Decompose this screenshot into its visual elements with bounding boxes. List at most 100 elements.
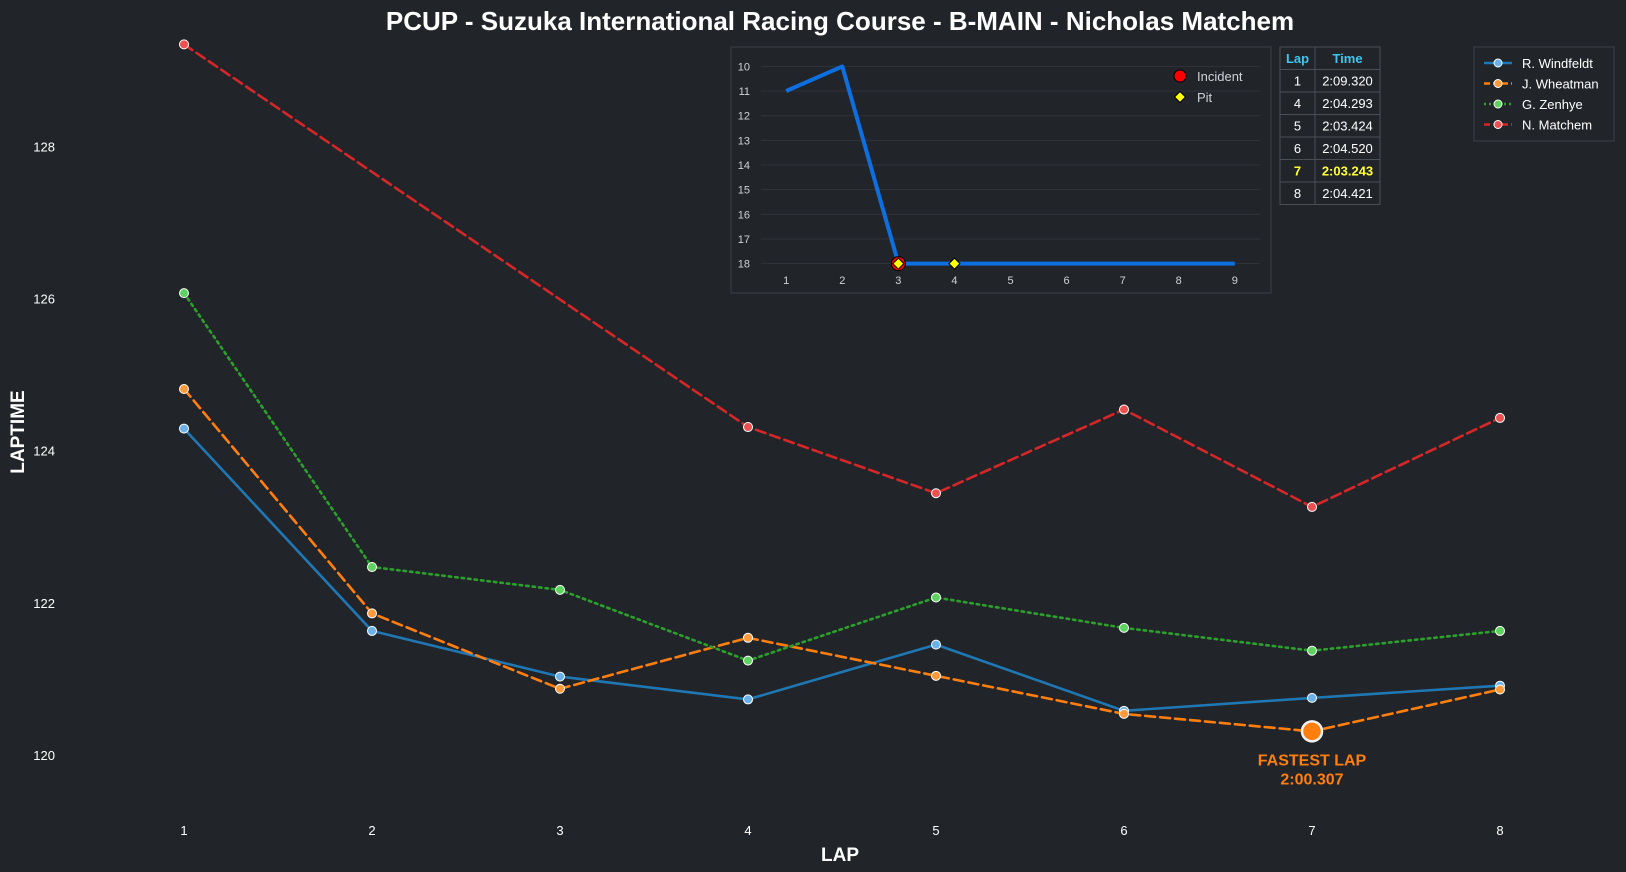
y-tick-label: 122 xyxy=(33,596,55,611)
legend-marker xyxy=(1493,79,1503,88)
series-line-3 xyxy=(182,291,1502,662)
x-tick-label: 7 xyxy=(1308,823,1315,838)
table-lap-cell: 8 xyxy=(1294,186,1301,201)
inset-line-group xyxy=(785,64,1235,272)
y-tick-label: 120 xyxy=(33,748,55,763)
inset-legend: Incident Pit xyxy=(1173,69,1243,105)
inset-position-line xyxy=(785,64,1235,266)
data-point xyxy=(931,639,941,650)
inset-x-tick-label: 6 xyxy=(1064,275,1070,287)
inset-y-tick-label: 15 xyxy=(738,185,750,197)
table-time-cell: 2:03.424 xyxy=(1322,119,1373,134)
inset-x-tick-label: 7 xyxy=(1120,275,1126,287)
inset-y-tick-label: 12 xyxy=(738,111,750,123)
table-lap-cell: 5 xyxy=(1294,119,1301,134)
inset-legend-label: Incident xyxy=(1197,69,1243,84)
data-point xyxy=(367,562,377,573)
x-tick-label: 8 xyxy=(1496,823,1503,838)
data-point xyxy=(179,423,189,434)
inset-y-tick-label: 14 xyxy=(738,160,750,172)
y-tick-label: 126 xyxy=(33,291,55,306)
data-point xyxy=(743,655,753,666)
table-header-lap: Lap xyxy=(1286,51,1309,66)
data-point xyxy=(931,488,941,499)
data-point xyxy=(1307,692,1317,703)
inset-y-tick-label: 10 xyxy=(738,61,750,73)
data-point xyxy=(1495,625,1505,636)
data-point xyxy=(931,670,941,681)
pit-marker xyxy=(892,257,905,270)
inset-y-tick-label: 16 xyxy=(738,209,750,221)
table-time-cell: 2:04.421 xyxy=(1322,186,1373,201)
data-point xyxy=(179,39,189,50)
legend-label: J. Wheatman xyxy=(1522,77,1599,92)
data-point xyxy=(1495,412,1505,423)
data-point xyxy=(1119,622,1129,633)
x-tick-label: 5 xyxy=(932,823,939,838)
data-point xyxy=(743,632,753,643)
fastest-lap-label: FASTEST LAP xyxy=(1258,752,1367,769)
legend-marker xyxy=(1493,99,1503,109)
inset-y-tick-label: 17 xyxy=(738,234,750,246)
data-point xyxy=(555,584,565,595)
table-header-time: Time xyxy=(1332,51,1362,66)
data-point xyxy=(1119,404,1129,415)
inset-x-tick-label: 4 xyxy=(951,275,957,287)
main-legend: R. Windfeldt J. Wheatman G. Zenhye N. Match… xyxy=(1473,46,1615,142)
table-cell xyxy=(1314,181,1381,205)
chart-title: PCUP - Suzuka International Racing Cours… xyxy=(386,6,1294,36)
data-point xyxy=(1495,684,1505,695)
table-time-cell: 2:04.293 xyxy=(1322,96,1373,111)
table-lap-cell: 4 xyxy=(1294,96,1301,111)
x-tick-label: 3 xyxy=(556,823,563,838)
x-tick-label: 2 xyxy=(368,823,375,838)
data-point xyxy=(179,384,189,395)
x-axis-title: LAP xyxy=(821,845,859,866)
legend-label: N. Matchem xyxy=(1522,118,1592,133)
fastest-lap-time: 2:00.307 xyxy=(1280,771,1343,788)
table-lap-cell: 7 xyxy=(1294,164,1301,179)
data-point xyxy=(743,422,753,433)
lap-time-table: Lap Time 1 2:09.320 4 2:04.293 5 2:03.424 6 2:04.… xyxy=(1279,46,1381,205)
inset-legend-marker xyxy=(1173,90,1187,104)
data-point xyxy=(931,592,941,603)
inset-x-tick-label: 1 xyxy=(783,275,789,287)
fastest-lap-marker xyxy=(1300,720,1324,743)
inset-x-tick-label: 8 xyxy=(1176,275,1182,287)
inset-frame xyxy=(730,46,1272,294)
inset-x-tick-label: 9 xyxy=(1232,275,1238,287)
series-line-1 xyxy=(182,427,1502,713)
inset-x-tick-label: 5 xyxy=(1007,275,1013,287)
inset-y-tick-label: 18 xyxy=(738,259,750,271)
data-point xyxy=(743,694,753,705)
y-tick-label: 128 xyxy=(33,139,55,154)
fastest-lap-annotation: FASTEST LAP 2:00.307 xyxy=(1258,720,1367,788)
y-axis-title: LAPTIME xyxy=(8,390,29,473)
pit-marker xyxy=(948,257,961,270)
data-point xyxy=(179,288,189,299)
inset-legend-marker xyxy=(1173,69,1187,83)
data-point xyxy=(367,625,377,636)
inset-x-tick-label: 3 xyxy=(895,275,901,287)
data-point xyxy=(555,671,565,682)
x-tick-label: 6 xyxy=(1120,823,1127,838)
y-tick-label: 124 xyxy=(33,444,55,459)
inset-x-tick-label: 2 xyxy=(839,275,845,287)
inset-legend-label: Pit xyxy=(1197,90,1213,105)
x-tick-label: 1 xyxy=(180,823,187,838)
table-lap-cell: 1 xyxy=(1294,74,1301,89)
series-line-2 xyxy=(182,387,1502,733)
table-time-cell: 2:03.243 xyxy=(1322,164,1373,179)
legend-marker xyxy=(1493,58,1503,68)
data-point xyxy=(555,683,565,694)
data-point xyxy=(367,608,377,619)
table-lap-cell: 6 xyxy=(1294,141,1301,156)
inset-y-tick-label: 13 xyxy=(738,135,750,147)
data-point xyxy=(1307,501,1317,512)
main-series-group xyxy=(182,43,1502,733)
table-time-cell: 2:04.520 xyxy=(1322,141,1373,156)
